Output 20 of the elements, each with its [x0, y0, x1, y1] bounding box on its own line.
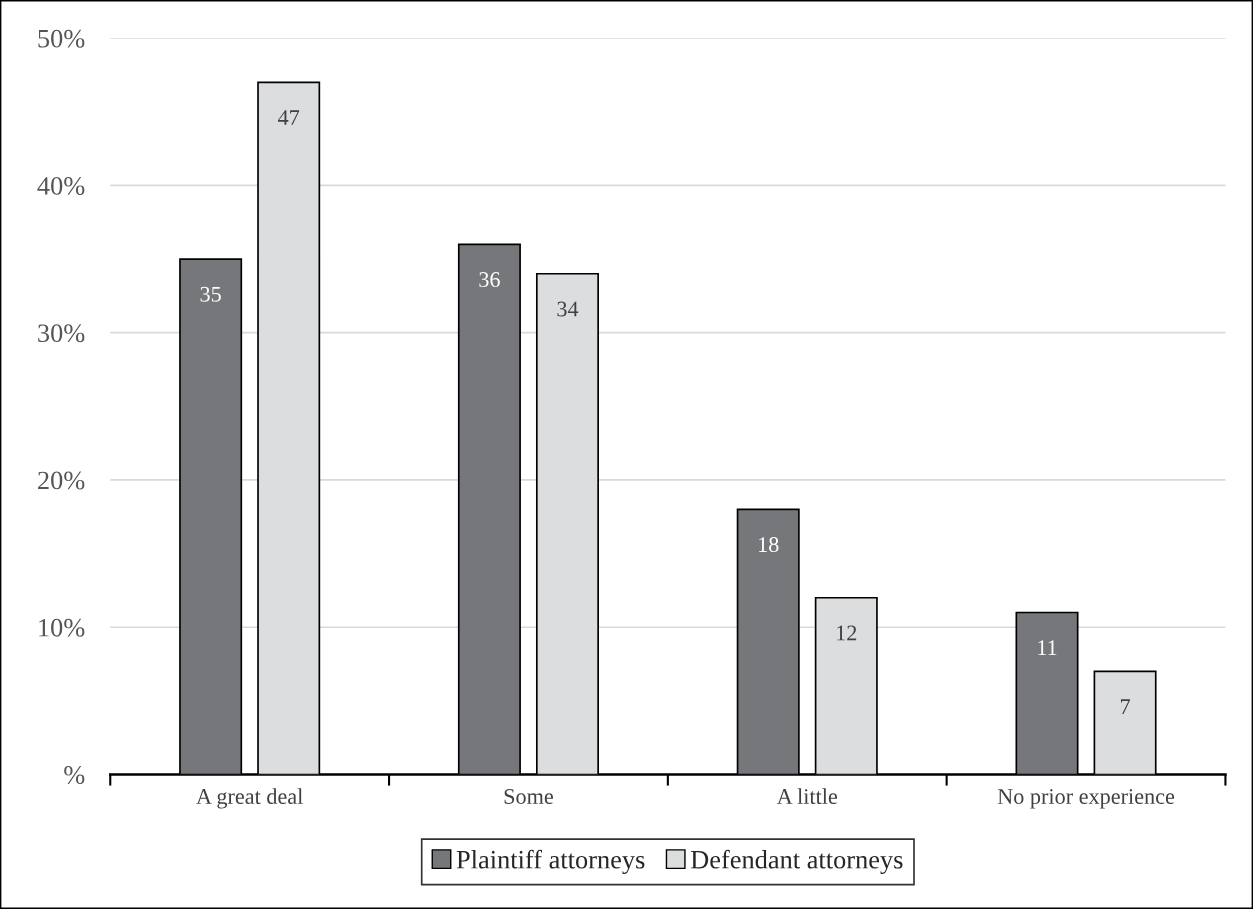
data-label: 11	[1038, 640, 1057, 655]
data-label: 12	[837, 625, 857, 641]
legend-label: Plaintiff attorneys	[456, 849, 645, 875]
data-label: 7	[1120, 699, 1130, 714]
data-label: 34	[557, 301, 579, 317]
y-tick-label: %	[64, 766, 85, 784]
data-label: 35	[200, 286, 221, 302]
data-label: 18	[759, 537, 779, 553]
x-tick-label: Some	[504, 789, 553, 804]
data-label: 36	[479, 272, 500, 288]
x-tick-label: A little	[776, 788, 838, 804]
data-label: 47	[278, 110, 300, 125]
y-tick-label: 50%	[38, 29, 85, 48]
x-tick-label: A great deal	[196, 788, 303, 809]
y-tick-label: 10%	[39, 618, 85, 637]
x-tick-label: No prior experience	[997, 789, 1175, 809]
y-tick-label: 30%	[38, 324, 85, 343]
legend-label: Defendant attorneys	[690, 849, 903, 875]
y-tick-label: 40%	[37, 177, 85, 195]
y-tick-label: 20%	[38, 471, 85, 490]
